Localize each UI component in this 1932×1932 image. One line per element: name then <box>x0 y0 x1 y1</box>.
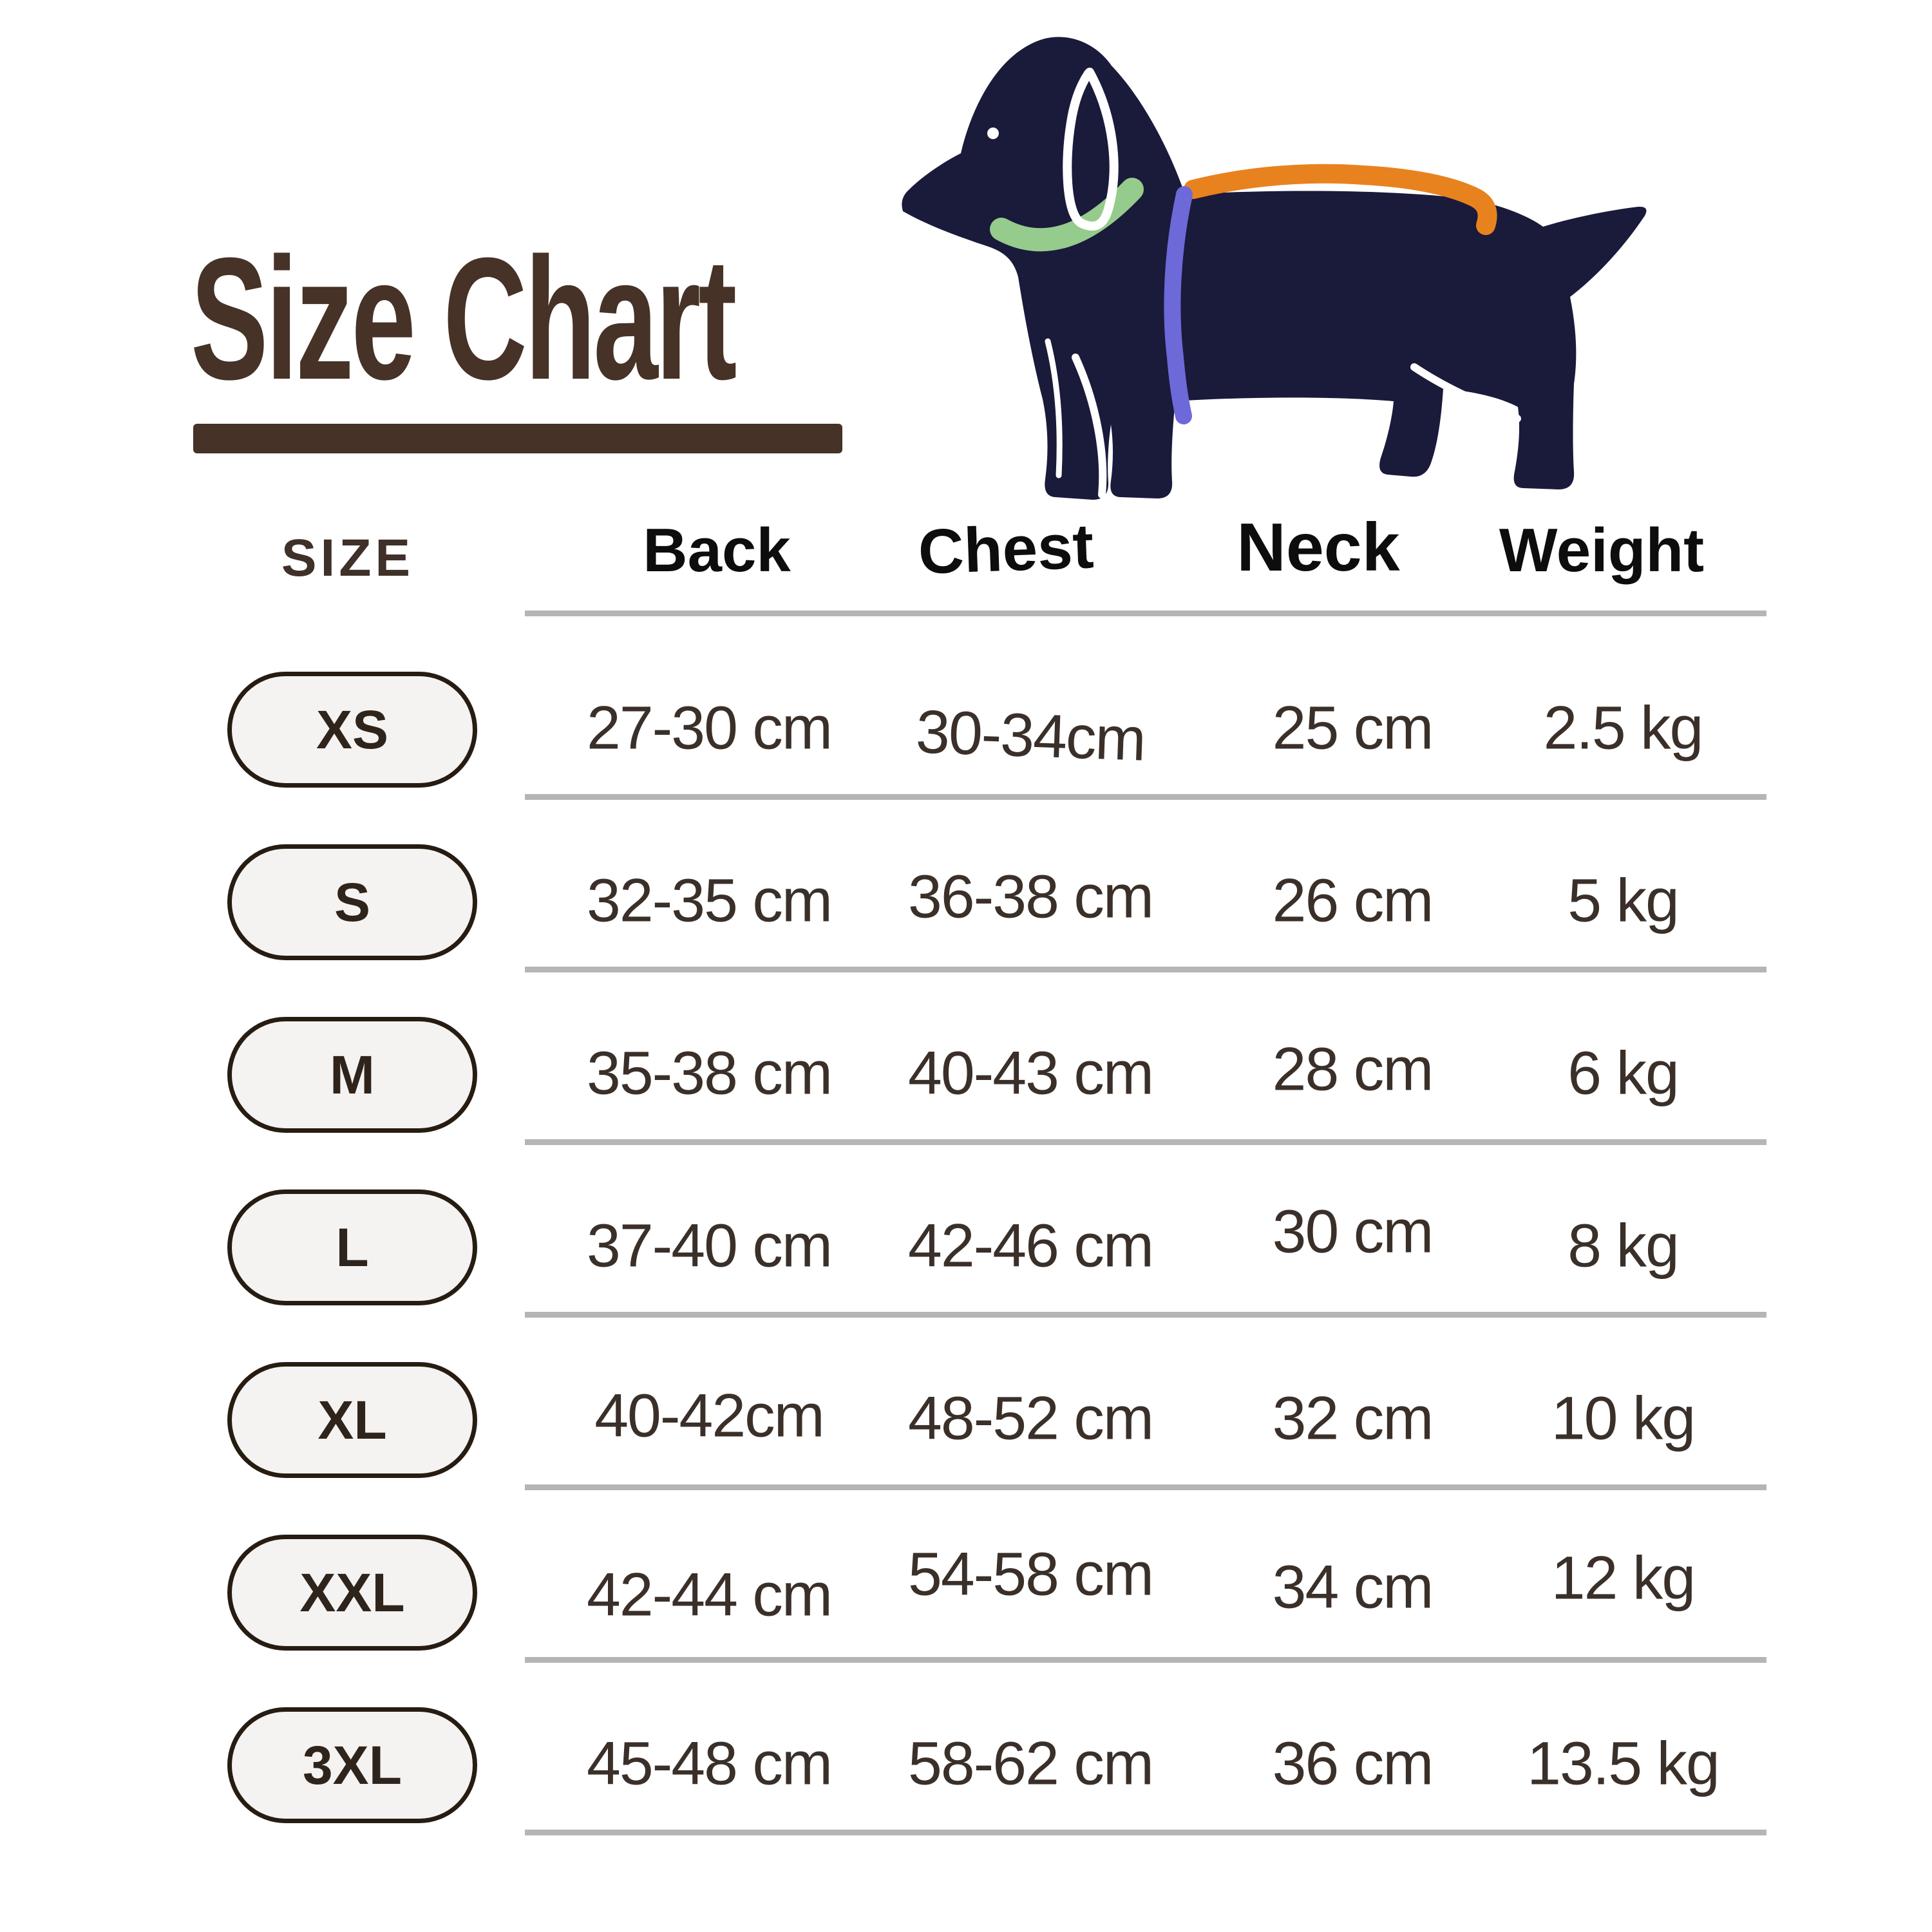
row-separator <box>525 1312 1766 1318</box>
cell-neck: 30 cm <box>1272 1197 1434 1266</box>
cell-chest: 54-58 cm <box>907 1540 1154 1609</box>
size-pill-xl: XL <box>227 1362 477 1478</box>
cell-back: 35-38 cm <box>586 1039 833 1108</box>
cell-neck: 28 cm <box>1272 1035 1434 1104</box>
dachshund-measurement-diagram <box>902 37 1647 500</box>
cell-neck: 34 cm <box>1272 1553 1434 1622</box>
size-pill-label: S <box>334 871 371 933</box>
title-underline <box>193 424 842 453</box>
cell-chest: 42-46 cm <box>907 1211 1154 1280</box>
cell-back: 40-42cm <box>594 1381 825 1450</box>
cell-weight: 5 kg <box>1567 866 1680 935</box>
page-title: Size Chart <box>191 222 737 416</box>
cell-chest: 58-62 cm <box>907 1729 1154 1798</box>
cell-weight: 6 kg <box>1567 1039 1680 1108</box>
size-pill-label: 3XL <box>302 1734 402 1795</box>
size-pill-3xl: 3XL <box>227 1707 477 1823</box>
neck-measure-line <box>990 178 1144 252</box>
size-pill-label: L <box>336 1217 369 1278</box>
size-pill-label: XL <box>317 1389 387 1450</box>
dachshund-silhouette <box>902 37 1647 500</box>
size-pill-l: L <box>227 1189 477 1305</box>
row-separator <box>525 1830 1766 1835</box>
cell-back: 45-48 cm <box>586 1729 833 1798</box>
cell-neck: 36 cm <box>1272 1729 1434 1798</box>
row-separator <box>525 794 1766 800</box>
cell-chest: 48-52 cm <box>907 1384 1154 1453</box>
size-pill-s: S <box>227 844 477 960</box>
hind-leg-line <box>1410 363 1521 422</box>
cell-weight: 13.5 kg <box>1527 1729 1720 1798</box>
header-separator <box>525 611 1766 616</box>
cell-chest: 36-38 cm <box>907 862 1154 931</box>
cell-back: 27-30 cm <box>586 694 833 762</box>
front-leg-line <box>1072 354 1107 498</box>
cell-chest: 30-34cm <box>914 697 1146 774</box>
cell-back: 42-44 cm <box>586 1560 833 1629</box>
column-header-size: SIZE <box>281 529 415 587</box>
cell-neck: 32 cm <box>1272 1384 1434 1453</box>
cell-back: 32-35 cm <box>586 866 833 935</box>
cell-back: 37-40 cm <box>586 1211 833 1280</box>
cell-neck: 25 cm <box>1272 694 1434 762</box>
column-header-neck: Neck <box>1236 509 1400 585</box>
eye-dot <box>987 128 999 139</box>
column-header-chest: Chest <box>917 510 1095 587</box>
ear-outline <box>1063 68 1119 231</box>
row-separator <box>525 1484 1766 1490</box>
size-pill-m: M <box>227 1017 477 1133</box>
front-chest-line <box>1045 338 1063 478</box>
cell-weight: 2.5 kg <box>1543 694 1704 762</box>
row-separator <box>525 967 1766 972</box>
row-separator <box>525 1657 1766 1663</box>
size-pill-label: M <box>330 1044 375 1105</box>
cell-weight: 8 kg <box>1567 1211 1680 1280</box>
size-pill-xs: XS <box>227 672 477 788</box>
cell-neck: 26 cm <box>1272 866 1434 935</box>
column-header-weight: Weight <box>1499 516 1705 585</box>
column-header-back: Back <box>643 516 791 585</box>
back-measure-line <box>1184 164 1497 235</box>
size-pill-xxl: XXL <box>227 1535 477 1651</box>
size-pill-label: XXL <box>299 1562 405 1623</box>
cell-chest: 40-43 cm <box>907 1039 1154 1108</box>
chest-measure-line <box>1164 186 1193 424</box>
cell-weight: 10 kg <box>1551 1384 1696 1453</box>
cell-weight: 12 kg <box>1551 1544 1696 1613</box>
size-pill-label: XS <box>316 699 389 760</box>
row-separator <box>525 1139 1766 1145</box>
